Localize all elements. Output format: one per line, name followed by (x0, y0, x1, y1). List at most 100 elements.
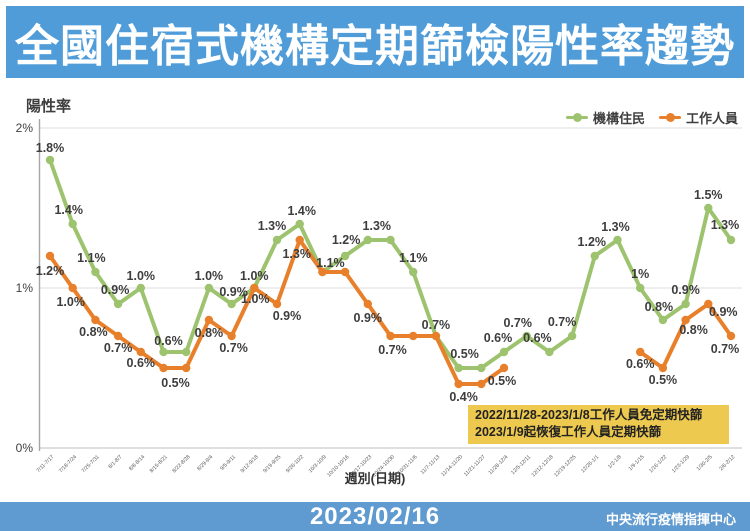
data-label: 0.7% (104, 341, 133, 355)
data-point (45, 251, 55, 261)
data-point (454, 379, 463, 389)
data-point (227, 299, 236, 309)
data-label: 1.1% (316, 256, 345, 270)
data-point (159, 347, 168, 357)
data-label: 1.3% (601, 220, 630, 234)
data-point (250, 283, 259, 293)
data-label: 1.3% (282, 247, 311, 261)
data-label: 1.0% (56, 295, 85, 309)
data-point (91, 267, 100, 277)
data-label: 0.8% (645, 300, 674, 314)
data-point (182, 363, 191, 373)
data-point (363, 299, 372, 309)
data-point (681, 299, 690, 309)
data-label: 1.3% (363, 219, 392, 233)
data-point (91, 315, 100, 325)
data-label: 0.7% (378, 343, 407, 357)
data-label: 1.0% (241, 292, 270, 306)
data-label: 1.3% (711, 218, 740, 232)
data-label: 0.6% (626, 357, 655, 371)
y-tick-label: 1% (16, 281, 34, 295)
data-label: 0.9% (273, 309, 302, 323)
data-label: 0.6% (154, 334, 183, 348)
data-label: 1.8% (36, 141, 65, 155)
y-axis-title: 陽性率 (26, 98, 72, 115)
data-label: 1.2% (578, 235, 607, 249)
data-point (136, 347, 145, 357)
data-label: 1.2% (332, 233, 361, 247)
data-label: 1.0% (127, 269, 156, 283)
annotation-box: 2022/11/28-2023/1/8工作人員免定期快篩 2023/1/9起恢復… (468, 405, 729, 444)
data-point (113, 299, 123, 309)
data-label: 1.3% (258, 219, 287, 233)
data-label: 1.0% (195, 269, 224, 283)
data-label: 1.2% (36, 264, 65, 278)
data-label: 0.9% (709, 305, 738, 319)
data-point (45, 155, 55, 165)
footer-bar: 2023/02/16 中央流行疫情指揮中心 (0, 502, 750, 531)
data-point (590, 251, 599, 261)
data-point (477, 363, 486, 373)
data-point (409, 267, 418, 277)
data-point (386, 235, 395, 245)
data-label: 0.7% (548, 315, 577, 329)
data-label: 1.1% (399, 251, 428, 265)
data-label: 0.9% (354, 311, 383, 325)
data-label: 1.4% (54, 203, 83, 217)
y-tick-label: 2% (16, 121, 34, 135)
legend-item-residents: 機構住民 (565, 108, 645, 127)
page-title: 全國住宿式機構定期篩檢陽性率趨勢 (15, 22, 735, 71)
staff-line-marker-icon (658, 113, 681, 122)
data-point (272, 235, 282, 245)
data-point (704, 299, 713, 309)
data-point (182, 347, 191, 357)
data-label: 0.9% (671, 283, 700, 297)
legend-label-staff: 工作人員 (685, 111, 738, 126)
data-point (658, 315, 668, 325)
data-point (499, 363, 509, 373)
data-point (68, 283, 77, 293)
data-point (658, 363, 668, 373)
data-point (227, 331, 236, 341)
data-point (726, 331, 736, 341)
data-point (636, 283, 645, 293)
data-label: 0.8% (79, 325, 108, 339)
data-point (522, 331, 531, 341)
footer-org: 中央流行疫情指揮中心 (605, 512, 736, 527)
data-point (545, 347, 554, 357)
annotation-line-2: 2023/1/9起恢復工作人員定期快篩 (475, 425, 662, 439)
residents-dot-icon (572, 113, 582, 122)
data-point (567, 331, 577, 341)
data-point (204, 283, 214, 293)
data-label: 1.4% (287, 204, 316, 218)
data-point (409, 331, 418, 341)
data-label: 0.4% (449, 390, 478, 404)
data-point (295, 219, 304, 229)
footer-date: 2023/02/16 (309, 503, 441, 530)
data-label: 0.5% (649, 373, 678, 387)
data-point (613, 235, 622, 245)
data-label: 0.5% (161, 376, 190, 390)
header-bar: 全國住宿式機構定期篩檢陽性率趨勢 (6, 6, 744, 78)
data-label: 0.7% (219, 341, 248, 355)
data-point (68, 219, 77, 229)
data-label: 0.6% (523, 331, 552, 345)
chart-legend: 機構住民 工作人員 (565, 108, 738, 127)
data-point (272, 299, 282, 309)
data-label: 0.8% (679, 323, 708, 337)
data-point (340, 251, 350, 261)
data-point (363, 235, 372, 245)
legend-item-staff: 工作人員 (658, 108, 738, 127)
data-label: 0.9% (219, 285, 248, 299)
data-point (726, 235, 736, 245)
data-label: 0.7% (422, 318, 451, 332)
data-point (499, 347, 509, 357)
data-label: 0.5% (488, 374, 517, 388)
legend-label-residents: 機構住民 (592, 111, 645, 126)
y-tick-label: 0% (16, 441, 34, 455)
data-point (477, 379, 486, 389)
data-point (159, 363, 168, 373)
annotation-line-1: 2022/11/28-2023/1/8工作人員免定期快篩 (475, 408, 703, 422)
